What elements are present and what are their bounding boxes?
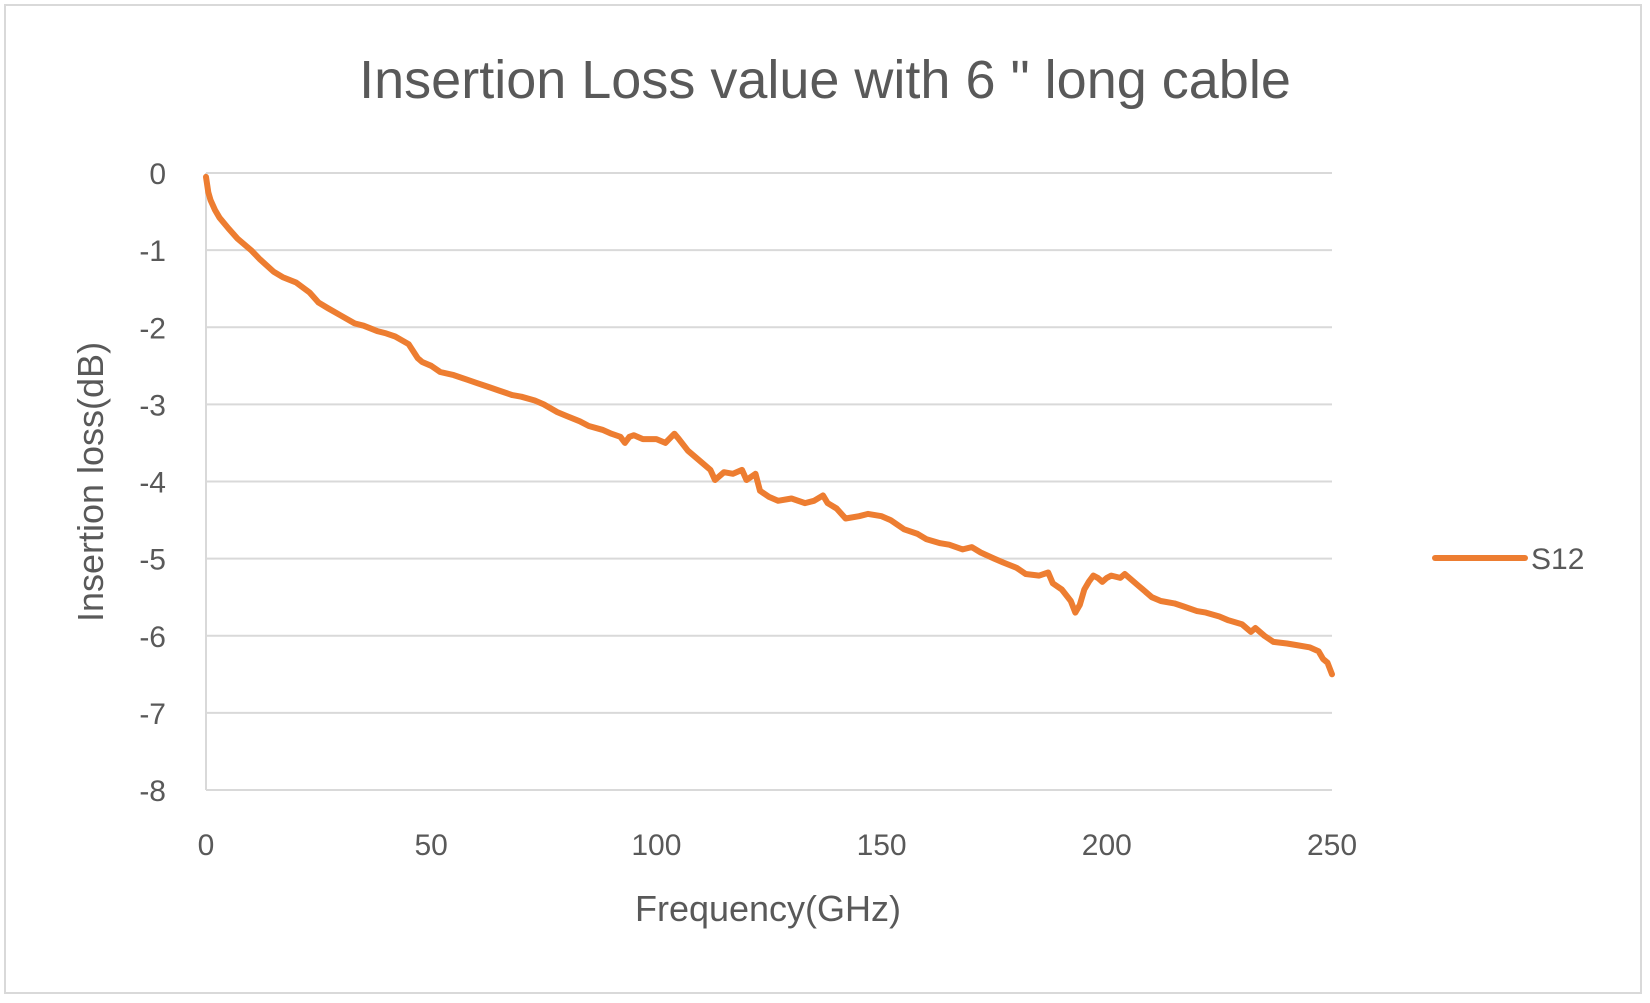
x-tick-label: 200 — [1082, 829, 1132, 862]
axes — [205, 173, 1332, 791]
y-tick-label: -2 — [139, 312, 166, 345]
y-tick-label: -8 — [139, 775, 166, 808]
legend-label-s12: S12 — [1531, 543, 1584, 576]
series — [203, 173, 1335, 678]
legend: S12 — [1432, 543, 1584, 576]
chart-title: Insertion Loss value with 6 " long cable — [359, 50, 1291, 110]
x-tick-labels: 0 50 100 150 200 250 — [198, 829, 1357, 862]
y-tick-label: -5 — [139, 544, 166, 577]
y-tick-label: -3 — [139, 389, 166, 422]
x-tick-label: 150 — [857, 829, 907, 862]
y-tick-label: -1 — [139, 235, 166, 268]
gridlines — [206, 172, 1332, 714]
y-tick-label: 0 — [149, 158, 166, 191]
y-tick-labels: 0 -1 -2 -3 -4 -5 -6 -7 -8 — [139, 158, 166, 808]
x-tick-label: 100 — [631, 829, 681, 862]
x-tick-label: 0 — [198, 829, 215, 862]
series-line-s12 — [203, 173, 1335, 678]
y-tick-label: -7 — [139, 698, 166, 731]
x-axis-title: Frequency(GHz) — [635, 888, 901, 929]
y-axis-title: Insertion loss(dB) — [70, 342, 111, 622]
y-tick-label: -6 — [139, 621, 166, 654]
x-tick-label: 250 — [1307, 829, 1357, 862]
x-tick-label: 50 — [415, 829, 448, 862]
y-tick-label: -4 — [139, 467, 166, 500]
